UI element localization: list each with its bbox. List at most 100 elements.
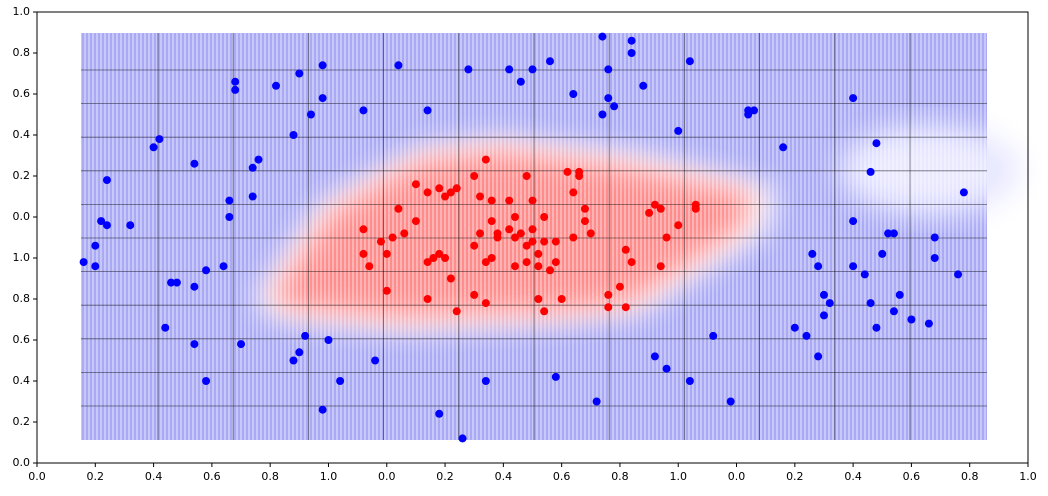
point (306, 110, 315, 119)
point (598, 110, 607, 119)
point (872, 139, 881, 148)
point (446, 188, 455, 197)
point (726, 397, 735, 406)
point (464, 65, 473, 74)
point (662, 364, 671, 373)
point (627, 36, 636, 45)
point (493, 233, 502, 242)
point (930, 254, 939, 262)
x-tick-label: 1.0 (1019, 470, 1037, 483)
point (528, 196, 537, 205)
point (586, 229, 595, 238)
point (97, 217, 106, 226)
point (318, 405, 327, 414)
point (907, 315, 916, 324)
decision-field (81, 33, 1020, 440)
point (750, 106, 759, 115)
point (161, 323, 170, 332)
x-tick-label: 0.0 (728, 470, 746, 483)
point (167, 278, 176, 287)
x-tick-label: 0.6 (553, 470, 571, 483)
point (779, 143, 788, 152)
point (534, 249, 543, 258)
point (476, 229, 485, 238)
point (126, 221, 135, 230)
point (551, 372, 560, 381)
point (516, 77, 525, 86)
point (91, 241, 100, 250)
point (481, 155, 490, 164)
y-tick-label: 0.8 (13, 46, 31, 59)
point (172, 278, 181, 287)
y-tick-label: 0.2 (13, 169, 31, 182)
x-tick-label: 0.8 (261, 470, 279, 483)
point (621, 245, 630, 254)
point (557, 295, 566, 303)
x-tick-label: 1.0 (669, 470, 687, 483)
point (604, 303, 613, 312)
point (889, 229, 898, 238)
point (889, 307, 898, 316)
x-tick-label: 0.2 (87, 470, 105, 483)
axes-frame (36, 11, 1029, 464)
point (487, 217, 496, 226)
point (301, 331, 310, 340)
x-tick-label: 0.6 (203, 470, 221, 483)
point (481, 299, 490, 308)
point (615, 282, 624, 291)
point (849, 217, 858, 226)
point (102, 221, 111, 230)
point (685, 377, 694, 385)
point (878, 249, 887, 258)
point (627, 49, 636, 57)
point (802, 331, 811, 340)
point (359, 106, 368, 115)
point (522, 258, 531, 267)
point (470, 290, 479, 299)
point (505, 65, 514, 74)
x-tick-label: 0.0 (28, 470, 46, 483)
point (190, 282, 199, 291)
point (814, 352, 823, 361)
point (866, 167, 875, 176)
point (452, 307, 461, 316)
point (272, 81, 281, 90)
point (522, 241, 531, 250)
point (924, 319, 933, 328)
point (505, 225, 514, 234)
y-tick-label: 0.6 (13, 87, 31, 100)
point (219, 262, 228, 271)
point (336, 377, 345, 385)
point (528, 65, 537, 74)
point (604, 290, 613, 299)
point (604, 65, 613, 74)
point (895, 290, 904, 299)
point (954, 270, 963, 279)
point (435, 409, 444, 418)
point (592, 397, 601, 406)
point (540, 307, 549, 316)
point (580, 204, 589, 213)
point (394, 204, 403, 213)
point (481, 258, 490, 267)
point (190, 159, 199, 168)
y-tick-label: 0.4 (13, 374, 31, 387)
point (470, 172, 479, 180)
point (551, 258, 560, 267)
point (79, 258, 88, 267)
point (569, 90, 578, 98)
point (528, 237, 537, 246)
x-tick-label: 0.6 (903, 470, 921, 483)
point (458, 434, 467, 443)
point (190, 340, 199, 349)
point (540, 213, 549, 221)
point (650, 200, 659, 209)
point (551, 237, 560, 246)
point (318, 61, 327, 70)
point (318, 94, 327, 103)
point (674, 221, 683, 230)
point (621, 303, 630, 312)
point (540, 237, 549, 246)
point (930, 233, 939, 242)
point (237, 340, 246, 349)
